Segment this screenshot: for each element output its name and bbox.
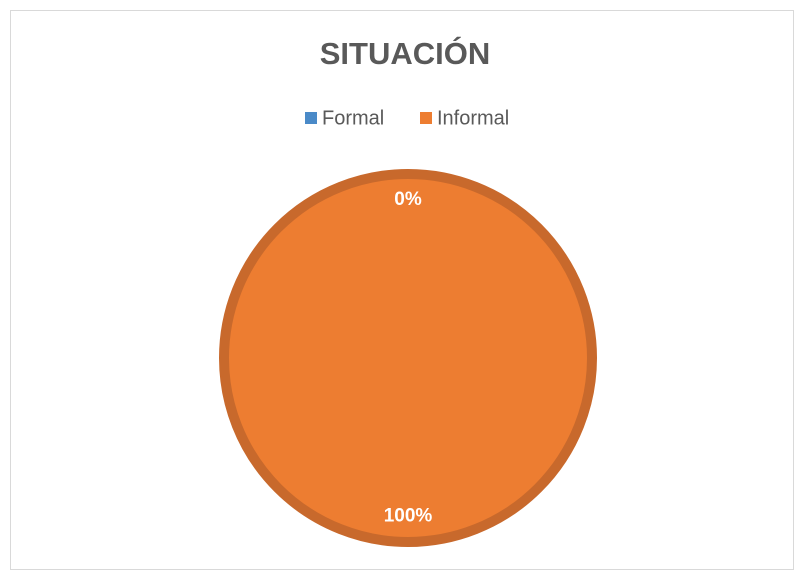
- chart-title: SITUACIÓN: [320, 35, 491, 71]
- legend-swatch: [420, 112, 432, 124]
- legend-label: Formal: [322, 107, 384, 129]
- pie-slice: [219, 169, 597, 547]
- legend-label: Informal: [437, 107, 509, 129]
- legend-swatch: [305, 112, 317, 124]
- data-label: 100%: [384, 505, 433, 526]
- data-label: 0%: [394, 189, 422, 210]
